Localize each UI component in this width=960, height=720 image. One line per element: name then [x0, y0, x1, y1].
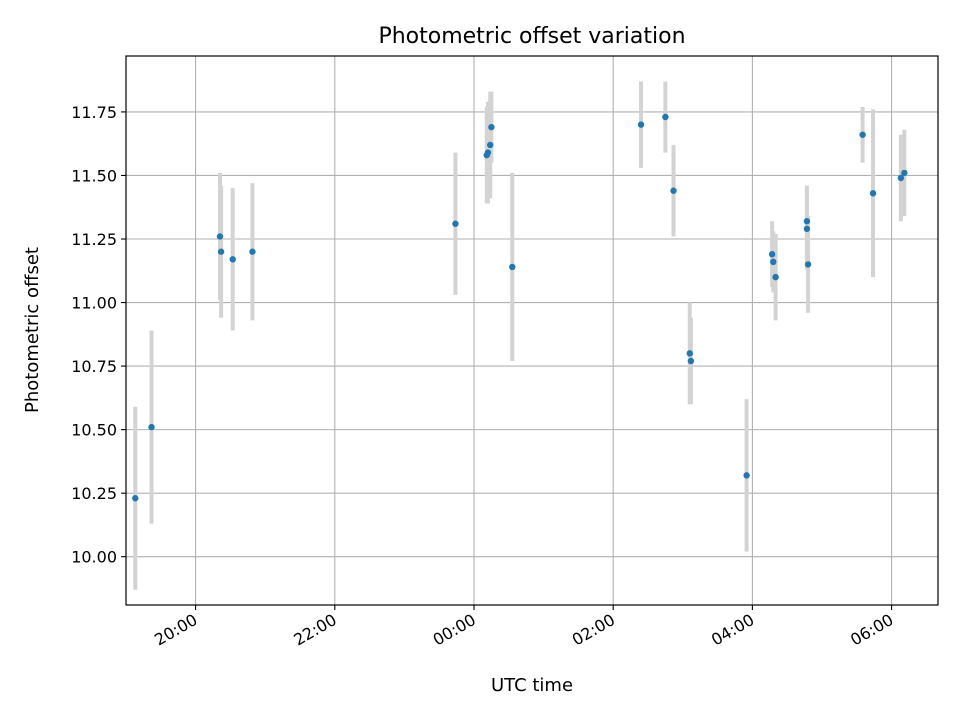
grid-lines — [126, 56, 938, 605]
data-point — [768, 251, 776, 258]
data-point — [229, 256, 236, 263]
y-tick-label: 10.75 — [71, 357, 117, 376]
plot-frame — [125, 55, 939, 606]
data-point — [670, 187, 677, 194]
data-point — [803, 225, 811, 233]
data-point — [132, 495, 139, 502]
data-point — [772, 273, 779, 281]
data-point — [686, 350, 693, 357]
data-point — [216, 233, 224, 240]
data-point — [487, 141, 494, 149]
data-point — [148, 423, 155, 431]
data-point — [488, 123, 495, 131]
data-point — [249, 248, 256, 255]
y-tick-label: 11.00 — [71, 294, 117, 313]
data-point — [662, 113, 669, 121]
data-point — [452, 220, 459, 227]
data-point — [509, 263, 516, 271]
data-point — [803, 218, 811, 225]
data-point — [687, 357, 695, 365]
data-point — [804, 261, 812, 268]
y-tick-label: 10.00 — [71, 548, 117, 567]
x-axis-label: UTC time — [491, 675, 573, 696]
y-axis-label: Photometric offset — [22, 247, 43, 413]
data-point — [770, 258, 777, 266]
data-point — [897, 174, 905, 182]
data-point — [901, 169, 908, 177]
data-point — [869, 190, 877, 197]
y-tick-label: 11.75 — [71, 103, 117, 122]
y-tick-label: 11.50 — [71, 166, 117, 185]
data-point — [637, 121, 645, 128]
data-points — [132, 113, 908, 502]
y-tick-label: 10.25 — [71, 484, 117, 503]
y-tick-label: 11.25 — [71, 230, 117, 249]
data-point — [743, 472, 750, 479]
data-point — [859, 131, 866, 138]
data-point — [484, 149, 492, 156]
data-point — [217, 248, 225, 255]
y-tick-label: 10.50 — [71, 421, 117, 440]
chart-title: Photometric offset variation — [378, 24, 685, 49]
